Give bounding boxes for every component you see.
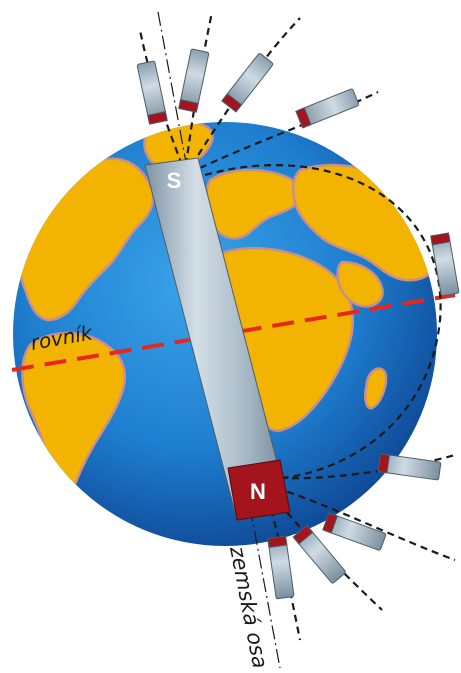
pole-n-label: N bbox=[250, 479, 266, 504]
compass-needle bbox=[221, 53, 274, 113]
madagascar bbox=[364, 367, 388, 410]
field-line bbox=[204, 164, 442, 480]
bar-magnet: S N bbox=[144, 157, 291, 521]
compass-needle bbox=[178, 48, 210, 113]
magnet-north-end bbox=[227, 459, 291, 521]
axis-label: zemská osa bbox=[225, 543, 272, 670]
compass-needle bbox=[292, 524, 346, 584]
earth-axis-line bbox=[157, 11, 281, 669]
compass-needle bbox=[295, 88, 360, 129]
compass-needle bbox=[136, 60, 168, 125]
field-line bbox=[275, 486, 456, 562]
field-line bbox=[138, 29, 184, 166]
arabia bbox=[336, 260, 384, 308]
compass-needles bbox=[136, 48, 460, 600]
equator-line bbox=[11, 293, 456, 372]
pole-s-label: S bbox=[167, 168, 182, 193]
compass-needle bbox=[322, 512, 387, 551]
compass-needle bbox=[267, 535, 295, 600]
compass-needle bbox=[430, 232, 460, 297]
compass-needle bbox=[377, 453, 442, 481]
field-line bbox=[279, 453, 456, 480]
